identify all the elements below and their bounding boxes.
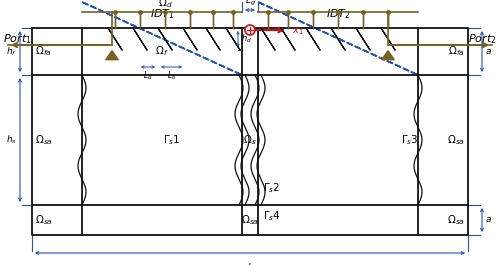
Text: $Port_1$: $Port_1$ — [3, 32, 32, 46]
Text: $L_d$: $L_d$ — [143, 69, 153, 82]
Polygon shape — [281, 28, 295, 50]
Polygon shape — [381, 28, 395, 50]
Text: $x_1$: $x_1$ — [292, 25, 304, 37]
Text: $\Omega_{sa}$: $\Omega_{sa}$ — [35, 213, 53, 227]
Text: $L_b$: $L_b$ — [167, 69, 176, 82]
Text: $\Omega_{fa}$: $\Omega_{fa}$ — [35, 45, 51, 58]
Polygon shape — [226, 28, 240, 50]
Text: $Port_2$: $Port_2$ — [468, 32, 497, 46]
Text: $\Omega_s$: $\Omega_s$ — [243, 133, 257, 147]
Text: $IDT_2$: $IDT_2$ — [326, 7, 350, 21]
Text: $a$: $a$ — [485, 215, 492, 224]
Text: $\Gamma_s3$: $\Gamma_s3$ — [401, 133, 419, 147]
Text: $IDT_1$: $IDT_1$ — [150, 7, 174, 21]
Text: $a$: $a$ — [485, 47, 492, 56]
Text: $\Omega_{sa}$: $\Omega_{sa}$ — [241, 213, 259, 227]
Polygon shape — [183, 28, 197, 50]
Text: $\Omega_{fa}$: $\Omega_{fa}$ — [448, 45, 465, 58]
Polygon shape — [158, 28, 172, 50]
Text: $h_d$: $h_d$ — [241, 33, 252, 45]
Text: $\Omega_{sa}$: $\Omega_{sa}$ — [35, 133, 53, 147]
Polygon shape — [356, 28, 370, 50]
Polygon shape — [108, 28, 122, 50]
Text: $\Gamma_s1$: $\Gamma_s1$ — [163, 133, 181, 147]
Text: $h_s$: $h_s$ — [6, 134, 17, 146]
Text: $\Omega_{sa}$: $\Omega_{sa}$ — [447, 133, 465, 147]
Text: $\Omega_d$: $\Omega_d$ — [158, 0, 172, 10]
Polygon shape — [382, 51, 394, 60]
Polygon shape — [331, 28, 345, 50]
Polygon shape — [206, 28, 220, 50]
Polygon shape — [261, 28, 275, 50]
Text: $\Omega_f$: $\Omega_f$ — [155, 45, 169, 58]
Polygon shape — [306, 28, 320, 50]
Text: $h_f$: $h_f$ — [6, 45, 17, 58]
Text: $\Omega_{sa}$: $\Omega_{sa}$ — [447, 213, 465, 227]
Text: $L$: $L$ — [247, 261, 253, 265]
Polygon shape — [133, 28, 147, 50]
Text: $\Gamma_s2$: $\Gamma_s2$ — [263, 181, 280, 195]
Polygon shape — [106, 51, 118, 60]
Text: $\Gamma_s4$: $\Gamma_s4$ — [263, 209, 281, 223]
Circle shape — [245, 25, 255, 35]
Text: $L_g$: $L_g$ — [244, 0, 256, 8]
